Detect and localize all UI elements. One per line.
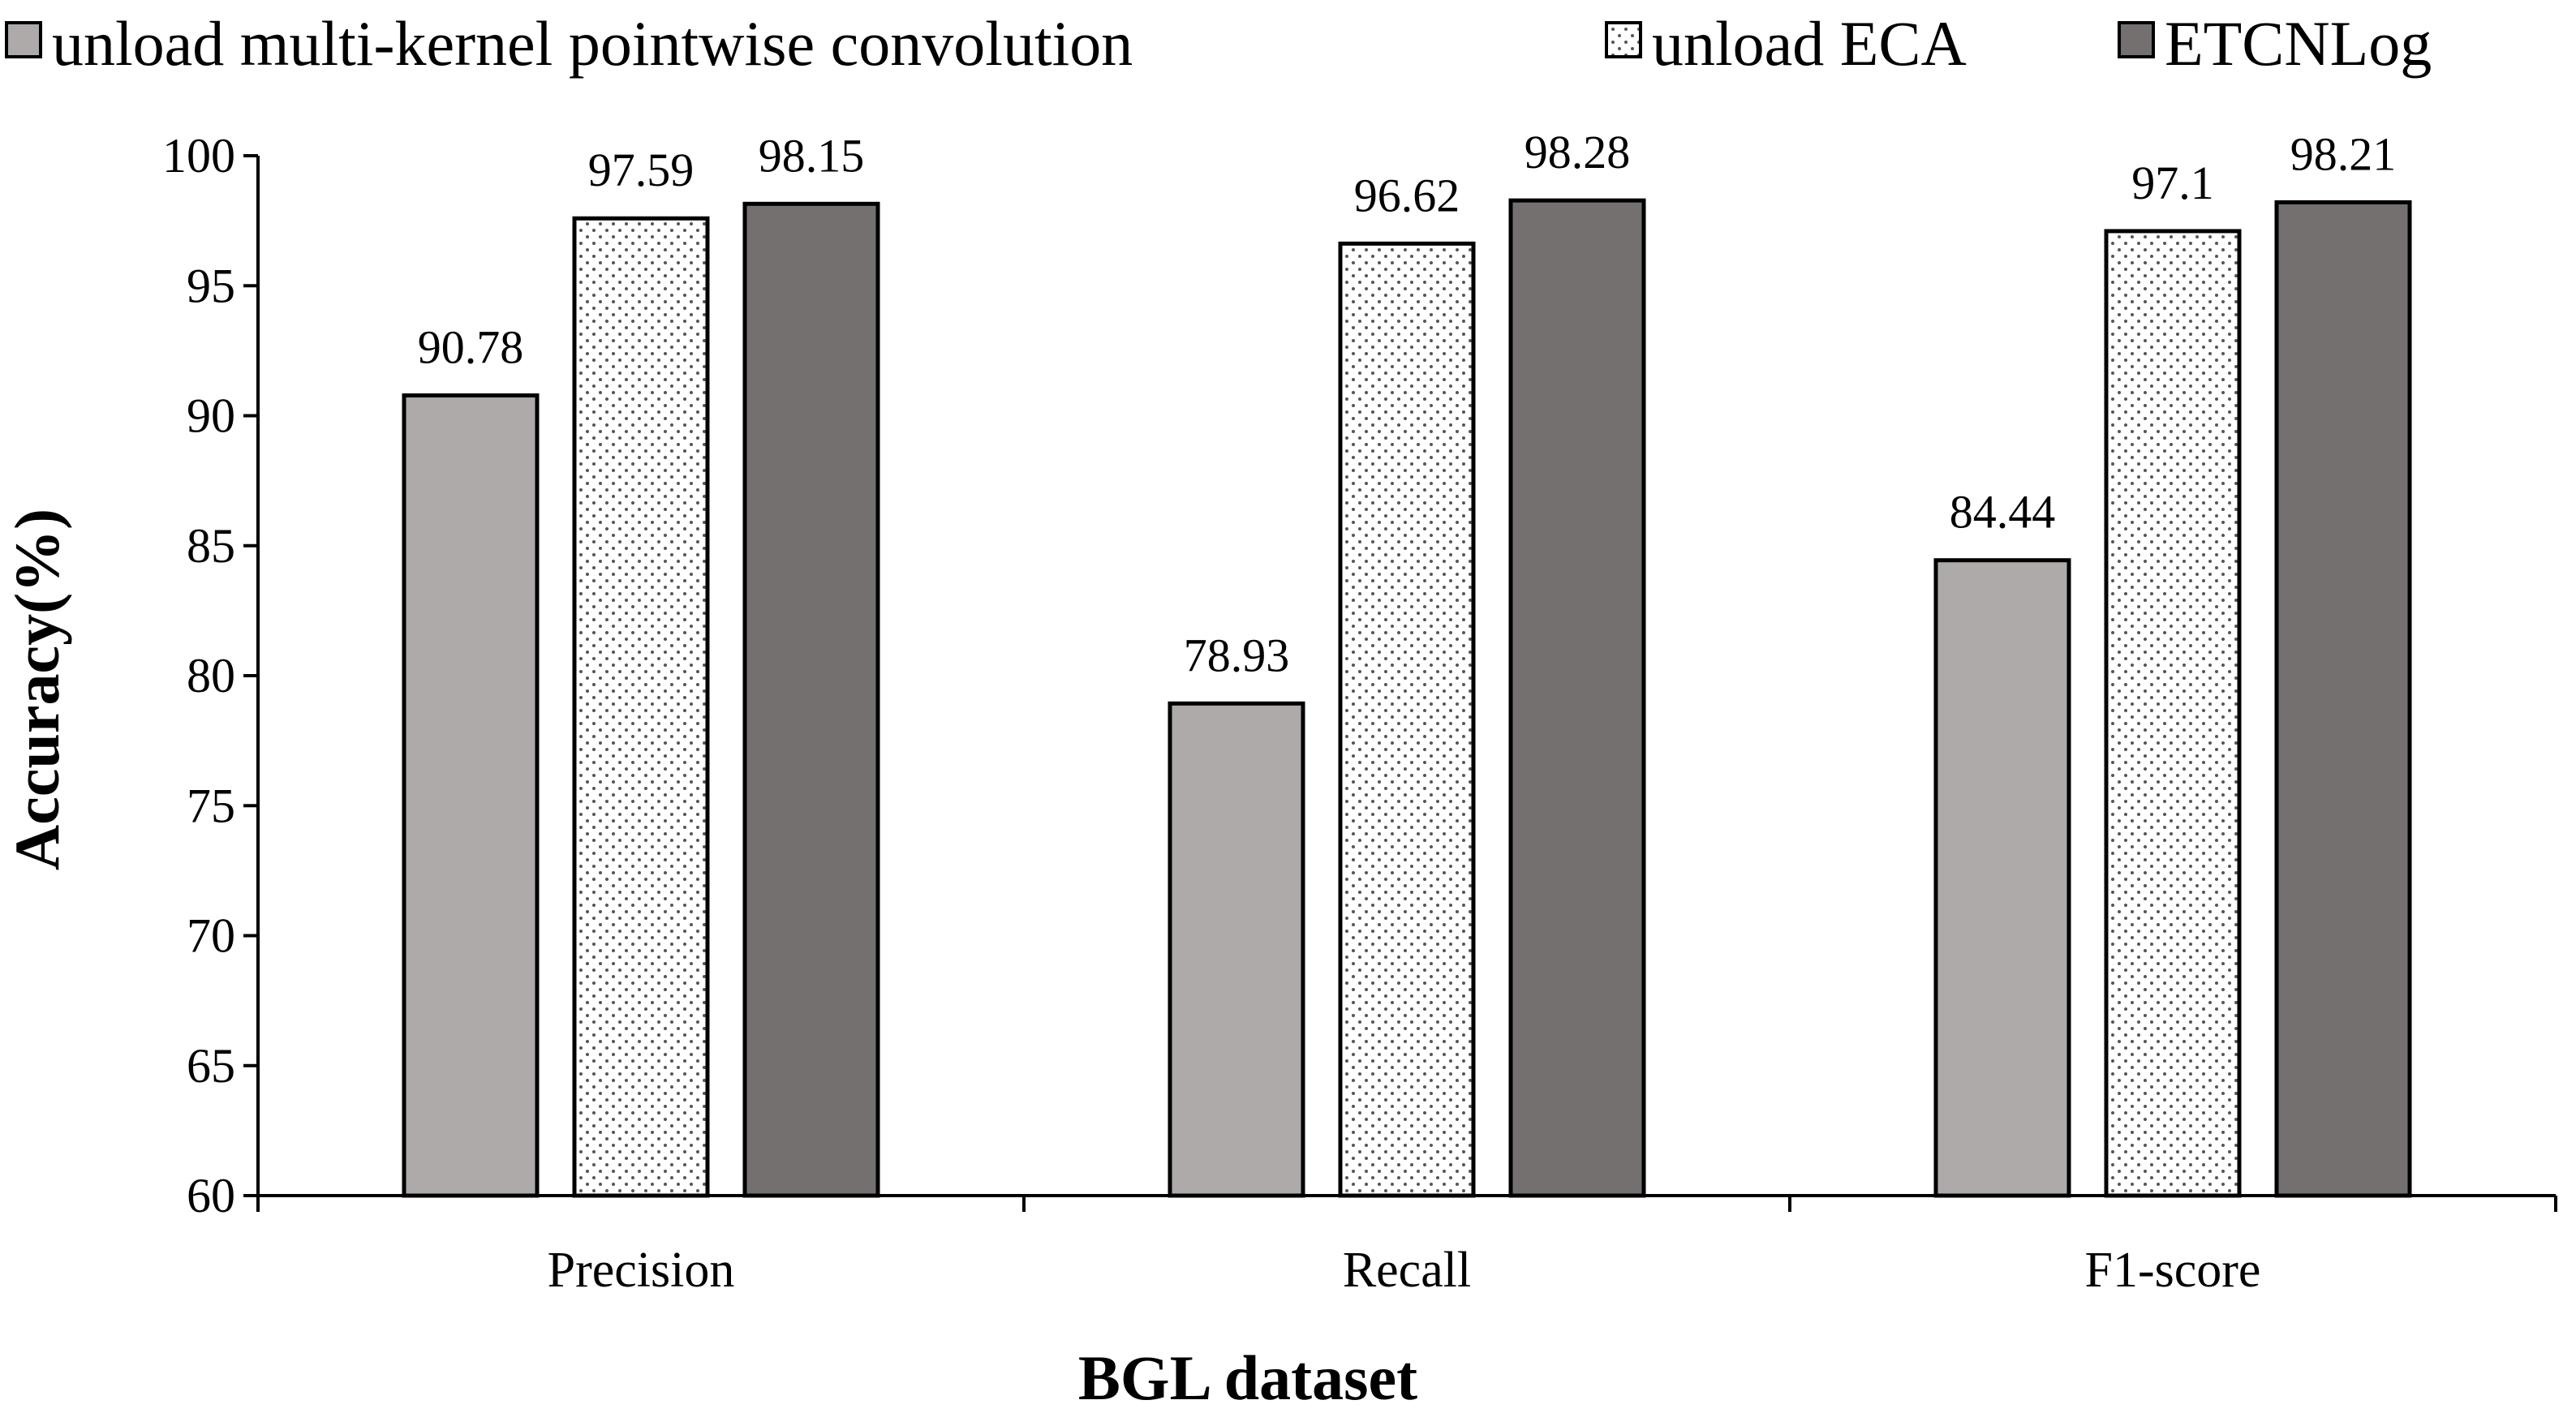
y-tick-label: 75 [187,779,235,832]
bar [402,393,540,1198]
y-axis-title: Accuracy(%) [2,509,72,870]
legend-swatch [5,21,42,58]
data-label: 90.78 [418,321,524,374]
data-label: 78.93 [1184,629,1290,681]
y-tick-label: 90 [187,389,235,443]
x-axis: Precision Recall F1-score [256,1194,2557,1298]
bar [572,216,710,1198]
data-label: 98.21 [2290,127,2397,180]
data-label: 84.44 [1950,486,2056,539]
legend: unload multi-kernel pointwise convolutio… [5,8,2432,79]
data-label: 98.15 [759,129,865,182]
bars: 90.78 97.59 98.15 78.93 96.62 98.28 84.44 97.1 9… [402,126,2412,1198]
y-axis: 60 65 70 75 80 85 90 95 100 [162,129,260,1222]
x-tick-label: F1-score [2085,1243,2261,1298]
bar [2274,200,2412,1198]
bar [2104,229,2242,1198]
x-tick-label: Recall [1343,1243,1471,1298]
data-label: 97.1 [2131,157,2214,209]
bar [742,201,880,1198]
y-tick-label: 70 [187,909,235,963]
bar [1338,241,1476,1198]
y-tick-label: 85 [187,519,235,573]
legend-label: ETCNLog [2165,8,2432,79]
data-label: 97.59 [588,144,695,196]
bar [1168,701,1305,1198]
y-tick-label: 100 [162,129,235,183]
legend-swatch [1605,21,1642,58]
x-axis-title: BGL dataset [1078,1342,1417,1413]
y-tick-label: 60 [187,1169,235,1222]
y-tick-label: 95 [187,259,235,312]
y-tick-label: 65 [187,1039,235,1093]
bar [1933,558,2071,1198]
legend-swatch [2118,21,2155,58]
legend-label: unload multi-kernel pointwise convolutio… [52,8,1133,79]
bar [1508,198,1646,1198]
data-label: 96.62 [1354,169,1460,221]
y-tick-label: 80 [187,649,235,702]
data-label: 98.28 [1525,126,1631,178]
legend-label: unload ECA [1652,8,1967,79]
x-tick-label: Precision [548,1243,735,1298]
